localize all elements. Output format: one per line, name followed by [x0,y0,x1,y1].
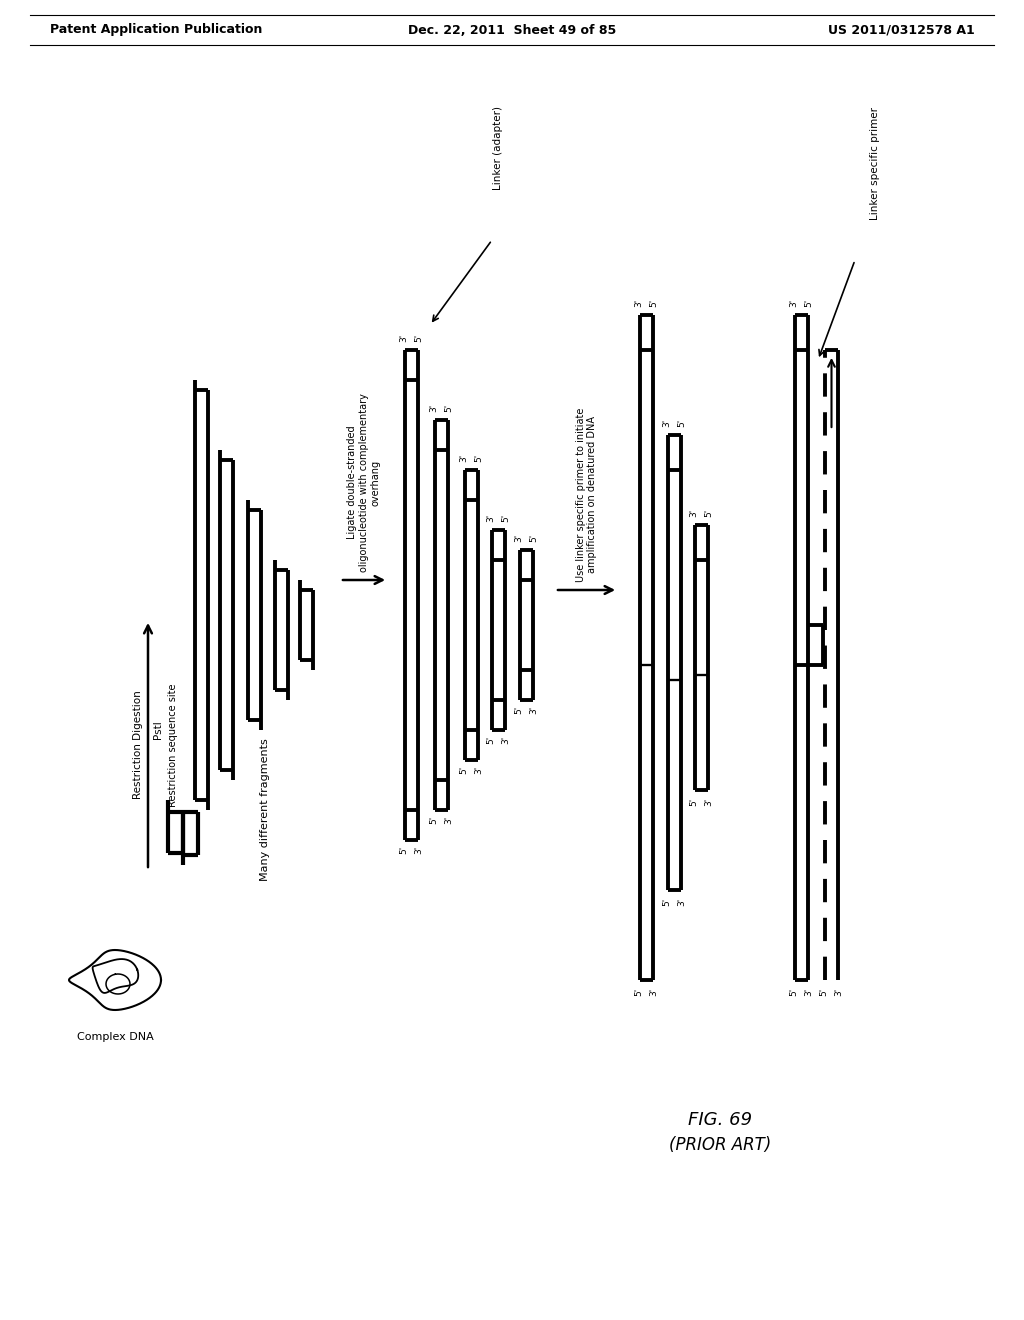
Text: 3': 3' [705,799,714,807]
Text: 5': 5' [502,513,511,521]
Text: 5': 5' [663,898,672,907]
Text: 5': 5' [678,418,686,426]
Text: 5': 5' [460,766,469,775]
Text: 3': 3' [689,508,698,517]
Text: 5': 5' [514,706,523,714]
Text: 5': 5' [689,799,698,807]
Text: 3': 3' [649,987,658,997]
Text: 3': 3' [486,513,496,521]
Text: 3': 3' [514,533,523,543]
Text: 3': 3' [502,737,511,744]
Text: 5': 5' [635,987,643,997]
Text: 5': 5' [429,816,438,824]
Text: 3': 3' [678,898,686,907]
Text: Linker (adapter): Linker (adapter) [493,106,503,190]
Text: 3': 3' [429,404,438,412]
Text: 5': 5' [415,334,424,342]
Text: Dec. 22, 2011  Sheet 49 of 85: Dec. 22, 2011 Sheet 49 of 85 [408,24,616,37]
Text: 5': 5' [529,533,539,543]
Text: Patent Application Publication: Patent Application Publication [50,24,262,37]
Text: 3': 3' [444,816,454,824]
Text: US 2011/0312578 A1: US 2011/0312578 A1 [828,24,975,37]
Text: Restriction sequence site: Restriction sequence site [168,684,178,807]
Text: 5': 5' [819,987,828,997]
Text: Many different fragments: Many different fragments [260,739,270,882]
Text: Ligate double-stranded
oligonucleotide with complementary
overhang: Ligate double-stranded oligonucleotide w… [347,393,381,572]
Text: Restriction Digestion: Restriction Digestion [133,690,143,800]
Text: 5': 5' [805,298,813,308]
Text: 3': 3' [415,846,424,854]
Text: (PRIOR ART): (PRIOR ART) [669,1137,771,1154]
Text: 3': 3' [460,454,469,462]
Text: PstI: PstI [153,721,163,739]
Text: Linker specific primer: Linker specific primer [870,107,880,220]
Text: 5': 5' [444,404,454,412]
Text: Complex DNA: Complex DNA [77,1032,154,1041]
Text: 3': 3' [635,298,643,308]
Text: 3': 3' [805,987,813,997]
Text: 5': 5' [486,737,496,744]
Text: 3': 3' [790,298,799,308]
Text: 3': 3' [529,706,539,714]
Text: 5': 5' [399,846,409,854]
Text: 5': 5' [790,987,799,997]
Text: 3': 3' [474,766,483,775]
Text: 3': 3' [835,987,844,997]
Text: 3': 3' [663,418,672,426]
Text: FIG. 69: FIG. 69 [688,1111,752,1129]
Text: 5': 5' [649,298,658,308]
Text: 3': 3' [399,334,409,342]
Text: 5': 5' [474,454,483,462]
Text: 5': 5' [705,508,714,517]
Text: Use linker specific primer to initiate
amplification on denatured DNA: Use linker specific primer to initiate a… [575,408,597,582]
